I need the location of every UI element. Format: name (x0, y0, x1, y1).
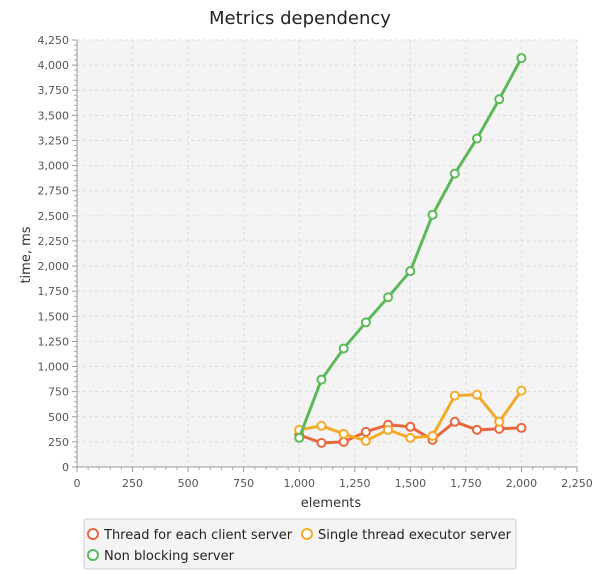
legend-label: Thread for each client server (103, 528, 293, 543)
x-tick-label: 0 (74, 477, 81, 490)
data-point (516, 385, 527, 396)
x-tick-label: 250 (122, 477, 143, 490)
data-point (338, 343, 349, 354)
y-tick-label: 3,500 (38, 109, 70, 122)
x-tick-label: 1,250 (339, 477, 371, 490)
data-point (383, 424, 394, 435)
data-point (472, 389, 482, 400)
data-point (494, 94, 505, 105)
legend-marker (87, 549, 99, 561)
data-point (383, 292, 394, 303)
y-tick-label: 3,250 (38, 134, 70, 147)
x-tick-label: 1,000 (283, 477, 315, 490)
data-point (360, 426, 371, 437)
y-tick-label: 2,500 (38, 210, 70, 223)
y-tick-label: 0 (62, 461, 69, 474)
y-tick-label: 2,250 (38, 235, 70, 248)
y-tick-label: 500 (48, 411, 69, 424)
y-tick-label: 4,000 (38, 59, 70, 72)
y-tick-label: 750 (48, 386, 69, 399)
data-point (338, 428, 349, 439)
data-point (472, 424, 482, 435)
y-tick-label: 2,000 (38, 260, 70, 273)
legend-box (83, 518, 517, 570)
y-tick-label: 4,250 (38, 34, 70, 47)
data-point (449, 168, 460, 179)
legend-item-1: Single thread executor server (301, 528, 512, 543)
data-point (427, 209, 438, 220)
y-tick-label: 1,500 (38, 310, 70, 323)
data-point (427, 430, 438, 441)
y-tick-label: 250 (48, 436, 69, 449)
data-point (405, 266, 416, 277)
data-point (338, 436, 349, 447)
data-point (405, 432, 416, 443)
data-point (449, 390, 460, 401)
x-tick-label: 2,250 (561, 477, 593, 490)
legend-item-0: Thread for each client server (87, 528, 293, 543)
data-point (405, 421, 416, 432)
data-point (294, 432, 305, 443)
x-tick-label: 500 (178, 477, 199, 490)
x-tick-label: 2,000 (506, 477, 538, 490)
data-point (472, 133, 482, 144)
x-tick-label: 750 (233, 477, 254, 490)
series-2 (294, 53, 527, 443)
data-point (516, 422, 527, 433)
legend: Thread for each client server Single thre… (83, 518, 517, 570)
y-tick-label: 1,750 (38, 285, 70, 298)
legend-label: Single thread executor server (318, 528, 512, 543)
plot-area (77, 40, 577, 467)
y-tick-label: 3,000 (38, 160, 70, 173)
data-point (494, 416, 505, 427)
y-tick-label: 1,000 (38, 361, 70, 374)
data-point (316, 420, 327, 431)
series-0 (294, 416, 527, 448)
legend-marker (87, 528, 99, 540)
y-tick-label: 2,750 (38, 185, 70, 198)
data-point (449, 416, 460, 427)
series-layer (294, 53, 527, 448)
data-point (316, 437, 327, 448)
data-point (516, 53, 527, 64)
x-axis-label: elements (301, 496, 362, 511)
legend-item-2: Non blocking server (87, 549, 235, 564)
x-tick-label: 1,500 (395, 477, 427, 490)
data-point (360, 317, 371, 328)
y-tick-label: 3,750 (38, 84, 70, 97)
y-axis-label: time, ms (19, 226, 34, 283)
x-tick-label: 1,750 (450, 477, 482, 490)
axes: 0 250 500 750 1,000 1,250 1,500 1,750 2,000 2,250… (38, 34, 593, 490)
y-tick-label: 1,250 (38, 335, 70, 348)
legend-marker (301, 528, 313, 540)
data-point (316, 374, 327, 385)
chart-title: Metrics dependency (209, 8, 391, 29)
data-point (360, 435, 371, 446)
legend-label: Non blocking server (104, 549, 235, 564)
